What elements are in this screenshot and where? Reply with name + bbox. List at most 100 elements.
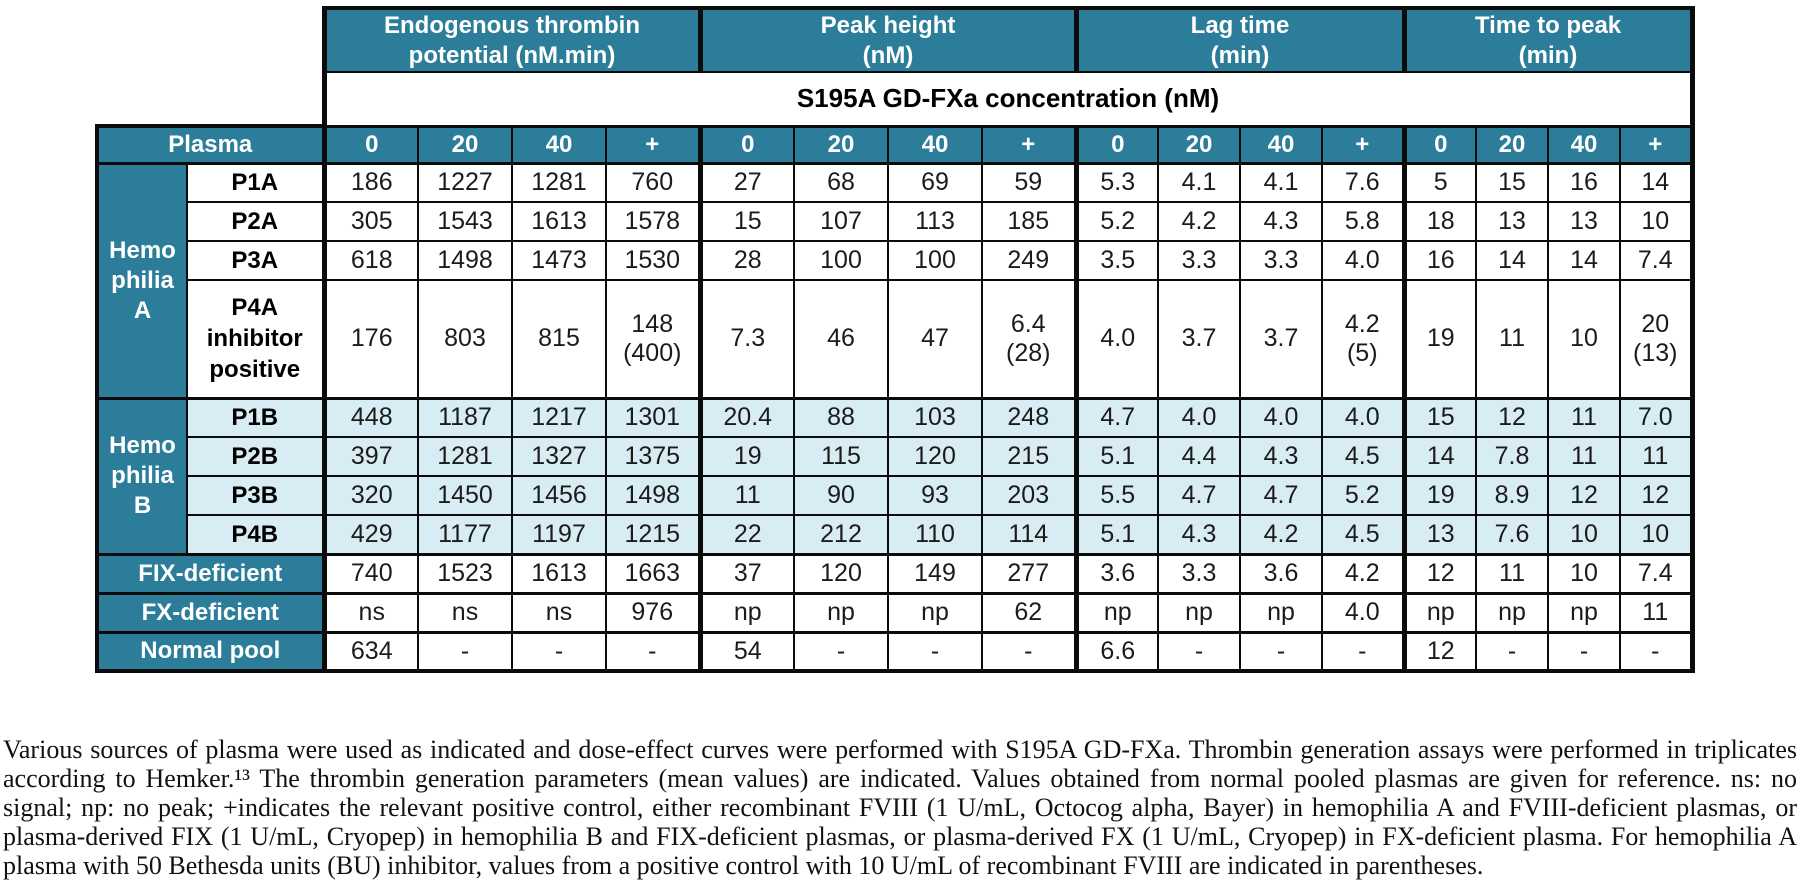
value-cell: 1543	[417, 201, 513, 242]
value-cell: 1456	[511, 475, 607, 516]
value-cell: 11	[1619, 591, 1695, 633]
value-cell: 429	[321, 514, 419, 555]
corner-blank	[97, 8, 324, 72]
value-cell: 37	[697, 552, 795, 594]
value-cell: np	[1547, 591, 1621, 633]
value-cell: 7.0	[1619, 396, 1695, 438]
value-cell: 13	[1401, 514, 1477, 555]
value-cell: 28	[697, 240, 795, 281]
table-row: P4B 429 1177 1197 1215 22 212 110 114 5.1 4.3 4.2 4.…	[97, 514, 1695, 555]
value-cell: -	[1239, 630, 1323, 673]
dose-label: +	[981, 124, 1077, 165]
value-cell: 100	[887, 240, 983, 281]
value-cell: 7.6	[1321, 162, 1405, 203]
value-cell: 16	[1401, 240, 1477, 281]
value-cell: 5.1	[1073, 514, 1159, 555]
value-cell: 3.6	[1239, 552, 1323, 594]
value-cell: 10	[1547, 279, 1621, 399]
value-cell: 186	[321, 162, 419, 203]
value-cell: 1217	[511, 396, 607, 438]
value-cell: 1523	[417, 552, 513, 594]
value-cell: 1215	[605, 514, 701, 555]
value-cell: 215	[981, 436, 1077, 477]
value-cell: np	[1239, 591, 1323, 633]
row-label: P4B	[186, 514, 325, 555]
value-cell: 803	[417, 279, 513, 399]
thrombin-generation-table: Endogenous thrombin potential (nM.min) P…	[95, 6, 1695, 673]
value-cell: 4.0	[1321, 591, 1405, 633]
value-cell: 27	[697, 162, 795, 203]
value-cell: 3.6	[1073, 552, 1159, 594]
value-cell: -	[1321, 630, 1405, 673]
value-cell: 7.4	[1619, 552, 1695, 594]
dose-header-row: Plasma 0 20 40 +0 20 40 +0 20 40 +0 20 40 +	[95, 124, 1695, 165]
value-cell: 1498	[417, 240, 513, 281]
table-row: Hemo philia A P1A 186 1227 1281 760 27 68 69 59 5.…	[95, 162, 1695, 399]
value-cell: 4.1	[1239, 162, 1323, 203]
value-cell: 6.4 (28)	[981, 279, 1077, 399]
value-cell: 68	[793, 162, 889, 203]
value-cell: 1281	[511, 162, 607, 203]
row-group-label: Hemo philia B	[95, 396, 188, 555]
value-cell: 277	[981, 552, 1077, 594]
value-cell: np	[793, 591, 889, 633]
dose-label: 20	[1475, 124, 1549, 165]
row-label: P2A	[186, 201, 325, 242]
value-cell: 1281	[417, 436, 513, 477]
value-cell: 7.6	[1475, 514, 1549, 555]
value-cell: 5	[1401, 162, 1477, 203]
table-row: P2B 397 1281 1327 1375 19 115 120 215 5.1 4.4 4.3 4.…	[97, 436, 1695, 477]
dose-label: 0	[1073, 124, 1159, 165]
value-cell: 13	[1547, 201, 1621, 242]
value-cell: 5.3	[1073, 162, 1159, 203]
value-cell: 15	[697, 201, 795, 242]
value-cell: 120	[793, 552, 889, 594]
value-cell: np	[1475, 591, 1549, 633]
value-cell: 107	[793, 201, 889, 242]
value-cell: 54	[697, 630, 795, 673]
dose-label: 20	[1157, 124, 1241, 165]
value-cell: 11	[1475, 552, 1549, 594]
value-cell: 634	[321, 630, 419, 673]
value-cell: 4.7	[1157, 475, 1241, 516]
dose-label: +	[1321, 124, 1405, 165]
value-cell: 93	[887, 475, 983, 516]
value-cell: 4.7	[1073, 396, 1159, 438]
value-cell: 1301	[605, 396, 701, 438]
value-cell: 4.0	[1239, 396, 1323, 438]
value-cell: 1197	[511, 514, 607, 555]
value-cell: 212	[793, 514, 889, 555]
value-cell: 8.9	[1475, 475, 1549, 516]
value-cell: 1327	[511, 436, 607, 477]
value-cell: -	[1547, 630, 1621, 673]
value-cell: ns	[321, 591, 419, 633]
value-cell: 4.3	[1239, 436, 1323, 477]
value-cell: 4.0	[1321, 240, 1405, 281]
value-cell: 976	[605, 591, 701, 633]
row-label: P1A	[186, 162, 325, 203]
dose-label: +	[1619, 124, 1695, 165]
value-cell: 5.5	[1073, 475, 1159, 516]
value-cell: 5.2	[1321, 475, 1405, 516]
row-label: Normal pool	[95, 630, 325, 673]
row-label: P3A	[186, 240, 325, 281]
value-cell: 12	[1475, 396, 1549, 438]
table-row: P3B 320 1450 1456 1498 11 90 93 203 5.5 4.7 4.7 5.2 1…	[97, 475, 1695, 516]
value-cell: 18	[1401, 201, 1477, 242]
value-cell: 12	[1401, 552, 1477, 594]
value-cell: -	[417, 630, 513, 673]
value-cell: 10	[1619, 201, 1695, 242]
table-body: Hemo philia A P1A 186 1227 1281 760 27 68 69 59 5.…	[95, 162, 1695, 673]
value-cell: 11	[1547, 436, 1621, 477]
col-group-endogenous-thrombin-potential: Endogenous thrombin potential (nM.min)	[321, 6, 703, 73]
concentration-header: S195A GD-FXa concentration (nM)	[321, 71, 1695, 128]
value-cell: 3.7	[1239, 279, 1323, 399]
group-header-row: Endogenous thrombin potential (nM.min) P…	[97, 6, 1695, 73]
value-cell: 1375	[605, 436, 701, 477]
table-row: FX-deficient ns ns ns 976 np np np 62 np np np 4.0 np…	[95, 591, 1695, 633]
table-row: FIX-deficient 740 1523 1613 1663 37 120 149 277 3…	[95, 552, 1695, 594]
value-cell: 88	[793, 396, 889, 438]
dose-label: 0	[1401, 124, 1477, 165]
table-row: Hemo philia B P1B 448 1187 1217 1301 20.4 88 103…	[95, 396, 1695, 555]
value-cell: 47	[887, 279, 983, 399]
